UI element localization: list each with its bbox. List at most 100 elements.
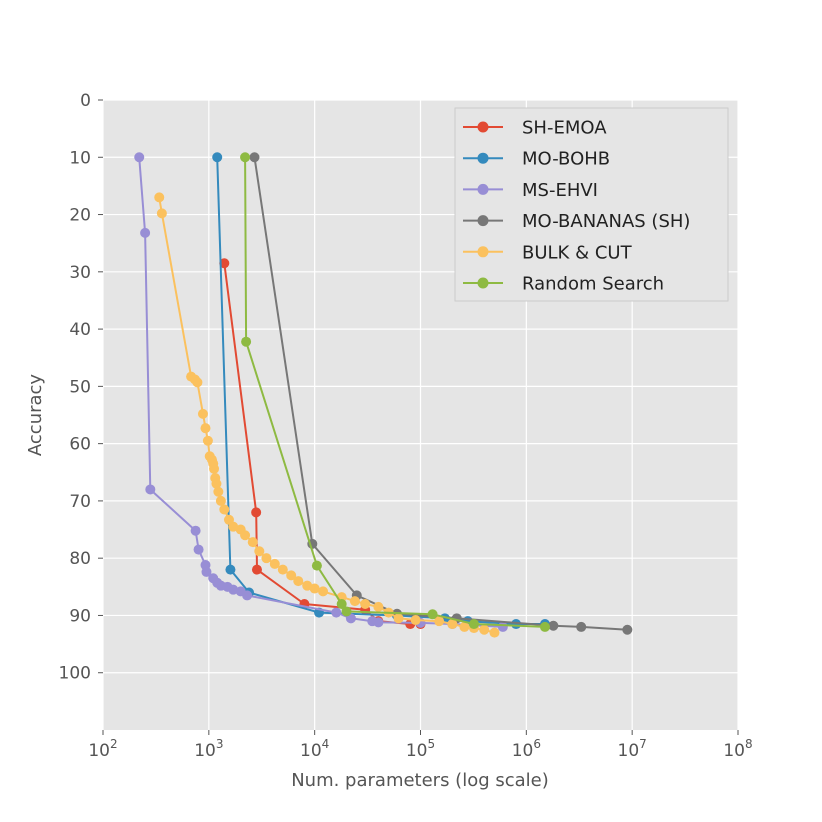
x-tick-exponent: 6: [533, 737, 541, 751]
data-point: [202, 435, 213, 446]
x-tick-exponent: 2: [110, 737, 118, 751]
y-tick-label: 20: [69, 206, 91, 226]
y-tick-label: 100: [59, 664, 91, 684]
data-point: [240, 152, 251, 163]
data-point: [309, 583, 320, 594]
tick-labels: 102 103 104 105 106 107 1080102030405060708090…: [59, 91, 753, 761]
x-tick-base: 10: [194, 741, 216, 761]
legend-swatch-marker: [477, 215, 489, 227]
data-point: [215, 495, 226, 506]
x-tick-exponent: 5: [428, 737, 436, 751]
y-tick-label: 80: [69, 549, 91, 569]
data-point: [497, 621, 508, 632]
x-tick-base: 10: [406, 741, 428, 761]
legend-label: MO-BOHB: [522, 149, 610, 170]
data-point: [201, 566, 212, 577]
data-point: [145, 484, 156, 495]
data-point: [576, 621, 587, 632]
data-point: [277, 564, 288, 575]
data-point: [427, 609, 438, 620]
data-point: [211, 478, 222, 489]
data-point: [219, 258, 230, 269]
data-point: [489, 627, 500, 638]
data-point: [336, 599, 347, 609]
data-point: [286, 570, 297, 581]
data-point: [548, 620, 559, 631]
y-tick-label: 0: [80, 91, 91, 111]
legend-label: MS-EHVI: [522, 180, 598, 201]
data-point: [228, 584, 239, 595]
legend-label: Random Search: [522, 274, 664, 295]
data-point: [154, 192, 165, 203]
data-point: [360, 599, 371, 609]
data-point: [539, 621, 550, 632]
x-tick-label: 107: [618, 737, 647, 761]
legend-swatch-marker: [477, 121, 489, 133]
data-point: [251, 564, 262, 575]
series-5: [240, 152, 550, 632]
data-point: [318, 586, 329, 597]
y-axis-label: Accuracy: [25, 374, 46, 457]
data-point: [349, 596, 360, 607]
data-point: [261, 553, 272, 564]
legend-swatch-marker: [477, 183, 489, 195]
x-tick-base: 10: [618, 741, 640, 761]
x-tick-base: 10: [88, 741, 110, 761]
data-point: [269, 558, 280, 569]
data-point: [197, 408, 208, 419]
legend-swatch-marker: [477, 277, 489, 289]
data-point: [479, 624, 490, 635]
data-point: [249, 152, 260, 163]
data-point: [434, 616, 445, 627]
data-point: [247, 537, 258, 548]
data-point: [468, 619, 479, 630]
series-4: [154, 192, 500, 638]
data-point: [192, 377, 203, 388]
x-tick-label: 106: [512, 737, 541, 761]
data-point: [213, 486, 224, 497]
data-point: [156, 208, 167, 219]
y-tick-label: 30: [69, 263, 91, 283]
legend-swatch-marker: [477, 152, 489, 164]
legend-box: [454, 107, 729, 302]
legend-label: SH-EMOA: [522, 118, 607, 139]
data-point: [373, 601, 384, 612]
x-tick-base: 10: [723, 741, 745, 761]
data-point: [200, 423, 211, 434]
data-point: [190, 525, 201, 536]
data-point: [209, 463, 220, 474]
data-point: [242, 590, 253, 601]
data-point: [373, 617, 384, 628]
data-point: [254, 546, 265, 557]
x-tick-exponent: 4: [322, 737, 330, 751]
legend: SH-EMOA MO-BOHB MS-EHVI MO-BANANAS (SH) BULK…: [454, 107, 729, 302]
data-point: [393, 613, 404, 624]
x-tick-label: 105: [406, 737, 435, 761]
legend-swatch-marker: [477, 246, 489, 258]
x-tick-base: 10: [512, 741, 534, 761]
y-tick-label: 60: [69, 435, 91, 455]
y-tick-label: 50: [69, 377, 91, 397]
data-point: [331, 607, 342, 618]
data-point: [212, 152, 223, 163]
data-point: [459, 621, 470, 632]
x-tick-exponent: 8: [745, 737, 753, 751]
x-tick-label: 103: [194, 737, 223, 761]
data-point: [251, 507, 262, 518]
data-point: [341, 606, 352, 617]
data-point: [241, 336, 252, 347]
data-point: [622, 624, 633, 635]
legend-label: BULK & CUT: [522, 242, 633, 263]
data-point: [447, 619, 458, 630]
data-point: [410, 615, 421, 626]
data-point: [134, 152, 145, 163]
x-tick-label: 108: [723, 737, 752, 761]
y-tick-label: 40: [69, 320, 91, 340]
x-tick-label: 104: [300, 737, 329, 761]
y-tick-label: 10: [69, 148, 91, 168]
x-tick-base: 10: [300, 741, 322, 761]
data-point: [219, 504, 230, 515]
data-point: [193, 544, 204, 555]
data-point: [140, 227, 151, 238]
